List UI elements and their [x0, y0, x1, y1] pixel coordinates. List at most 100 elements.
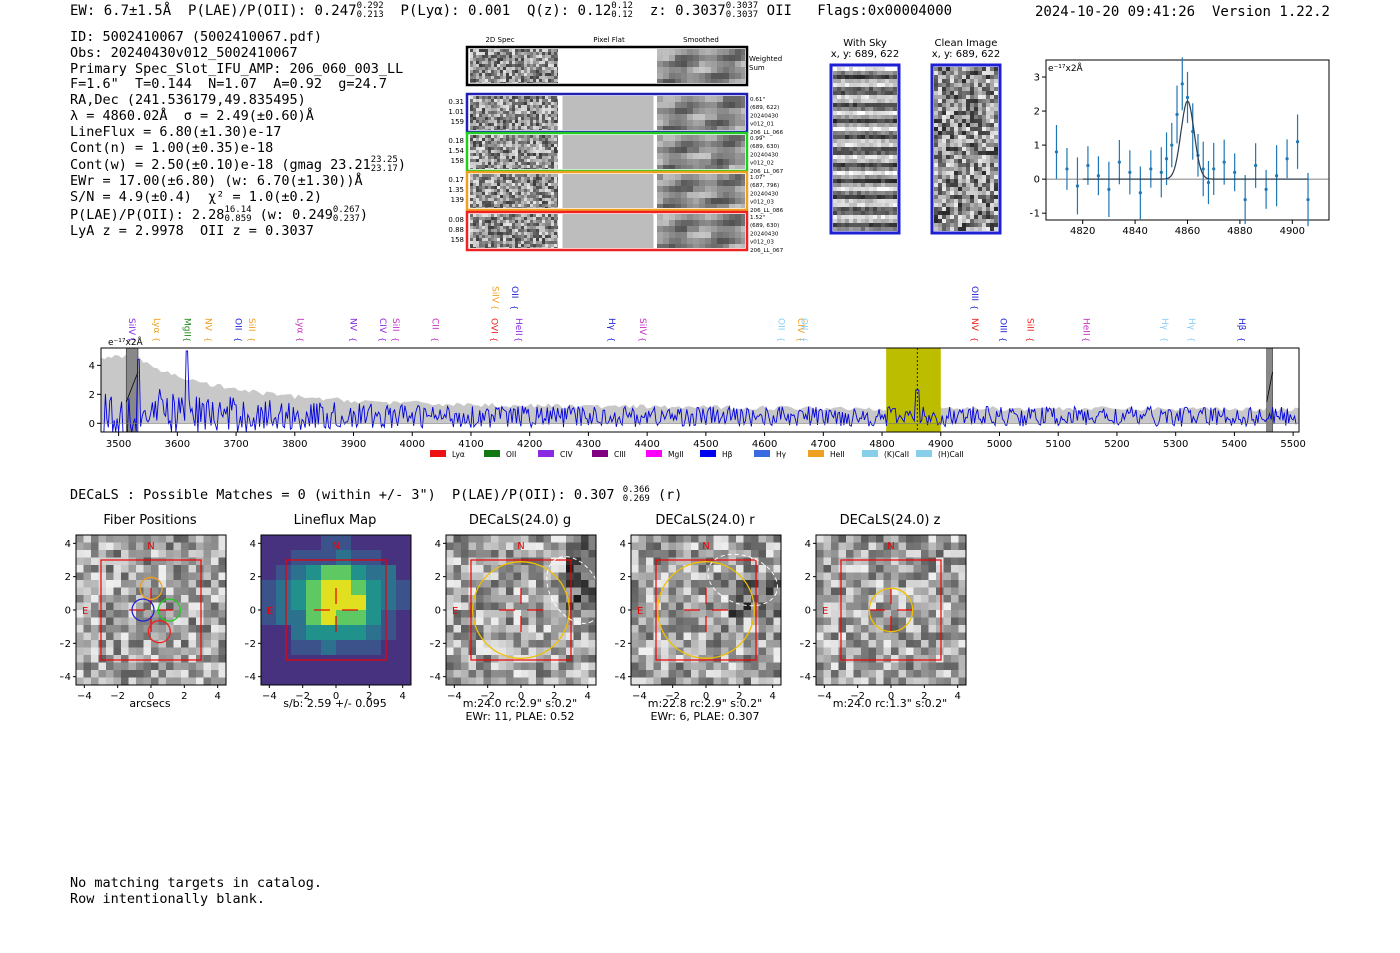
- panel-pixel: [461, 670, 469, 678]
- panel-pixel: [196, 542, 204, 550]
- panel-pixel: [891, 655, 899, 663]
- panel-pixel: [631, 670, 639, 678]
- panel-pixel: [128, 595, 136, 603]
- panel-pixel: [521, 587, 529, 595]
- zoom-ytick-label: 3: [1034, 73, 1040, 84]
- panel-pixel: [838, 542, 846, 550]
- panel-pixel: [958, 617, 966, 625]
- fiber-circle-3: [147, 620, 171, 644]
- panel-pixel: [128, 557, 136, 565]
- panel-pixel: [558, 587, 566, 595]
- panel-pixel: [166, 602, 174, 610]
- panel-pixel: [381, 535, 396, 550]
- panel-pixel: [936, 632, 944, 640]
- panel-pixel: [743, 677, 751, 685]
- panel-pixel: [728, 617, 736, 625]
- panel-title-0: Fiber Positions: [103, 513, 197, 528]
- panel-pixel: [816, 557, 824, 565]
- line-marker-label: SiIV: [637, 318, 647, 336]
- info-obs: Obs: 20240430v012_5002410067: [70, 44, 298, 61]
- panel-pixel: [898, 640, 906, 648]
- panel-pixel: [483, 595, 491, 603]
- row-2-right-4: 206_LL_086: [750, 208, 784, 214]
- panel-pixel: [868, 580, 876, 588]
- panel-pixel: [868, 557, 876, 565]
- panel-pixel: [588, 662, 596, 670]
- panel-pixel: [958, 557, 966, 565]
- panel-pixel: [928, 610, 936, 618]
- panel-pixel: [506, 647, 514, 655]
- panel-pixel: [151, 640, 159, 648]
- panel-pixel: [121, 647, 129, 655]
- panel-pixel: [218, 595, 226, 603]
- panel-pixel: [661, 670, 669, 678]
- panel-pixel: [638, 572, 646, 580]
- panel-pixel: [196, 625, 204, 633]
- panel-pixel: [646, 625, 654, 633]
- legend-swatch-5: [700, 450, 716, 457]
- panel-pixel: [758, 655, 766, 663]
- panel-pixel: [646, 535, 654, 543]
- panel-pixel: [321, 595, 336, 610]
- row-2-pixelflat: [561, 174, 655, 208]
- timestamp: 2024-10-20 09:41:26: [1034, 4, 1196, 20]
- panel-pixel: [498, 655, 506, 663]
- panel-pixel: [498, 602, 506, 610]
- row-3-right-1: (689, 630): [750, 223, 779, 229]
- panel-pixel: [113, 557, 121, 565]
- panel-pixel: [181, 677, 189, 685]
- panel-pixel: [491, 610, 499, 618]
- panel-pixel: [151, 632, 159, 640]
- panel-pixel: [773, 580, 781, 588]
- panel-pixel: [543, 587, 551, 595]
- panel-pixel: [106, 550, 114, 558]
- panel-pixel: [291, 535, 306, 550]
- panel-pixel: [121, 610, 129, 618]
- panel-pixel: [853, 647, 861, 655]
- panel-pixel: [91, 550, 99, 558]
- panel-pixel: [483, 617, 491, 625]
- panel-pixel: [166, 610, 174, 618]
- panel-ytick-label: 2: [435, 572, 441, 583]
- panel-pixel: [728, 535, 736, 543]
- panel-pixel: [838, 580, 846, 588]
- panel-pixel: [76, 550, 84, 558]
- panel-pixel: [166, 580, 174, 588]
- panel-pixel: [76, 640, 84, 648]
- panel-pixel: [196, 632, 204, 640]
- row-2-left-1: 1.35: [448, 186, 464, 194]
- panel-pixel: [566, 677, 574, 685]
- panel-pixel: [668, 632, 676, 640]
- panel-pixel: [816, 670, 824, 678]
- panel-pixel: [468, 550, 476, 558]
- panel-pixel: [558, 550, 566, 558]
- panel-pixel: [706, 587, 714, 595]
- spec-xtick-label: 4400: [634, 439, 659, 450]
- panel-pixel: [543, 610, 551, 618]
- panel-pixel: [128, 587, 136, 595]
- panel-pixel: [173, 557, 181, 565]
- panel-pixel: [653, 647, 661, 655]
- panel-pixel: [173, 565, 181, 573]
- panel-pixel: [521, 662, 529, 670]
- panel-pixel: [766, 625, 774, 633]
- panel-pixel: [861, 580, 869, 588]
- panel-pixel: [958, 610, 966, 618]
- panel-pixel: [951, 677, 959, 685]
- panel-pixel: [91, 557, 99, 565]
- panel-pixel: [158, 557, 166, 565]
- panel-pixel: [913, 587, 921, 595]
- spec-xtick-label: 5500: [1280, 439, 1305, 450]
- panel-pixel: [773, 655, 781, 663]
- panel-pixel: [188, 662, 196, 670]
- panel-pixel: [218, 602, 226, 610]
- zoom-ytick-label: −1: [1030, 209, 1040, 220]
- panel-pixel: [291, 625, 306, 640]
- legend-swatch-9: [916, 450, 932, 457]
- panel-pixel: [823, 677, 831, 685]
- legend-swatch-3: [592, 450, 608, 457]
- panel-pixel: [321, 640, 336, 655]
- panel-pixel: [831, 640, 839, 648]
- panel-pixel: [766, 572, 774, 580]
